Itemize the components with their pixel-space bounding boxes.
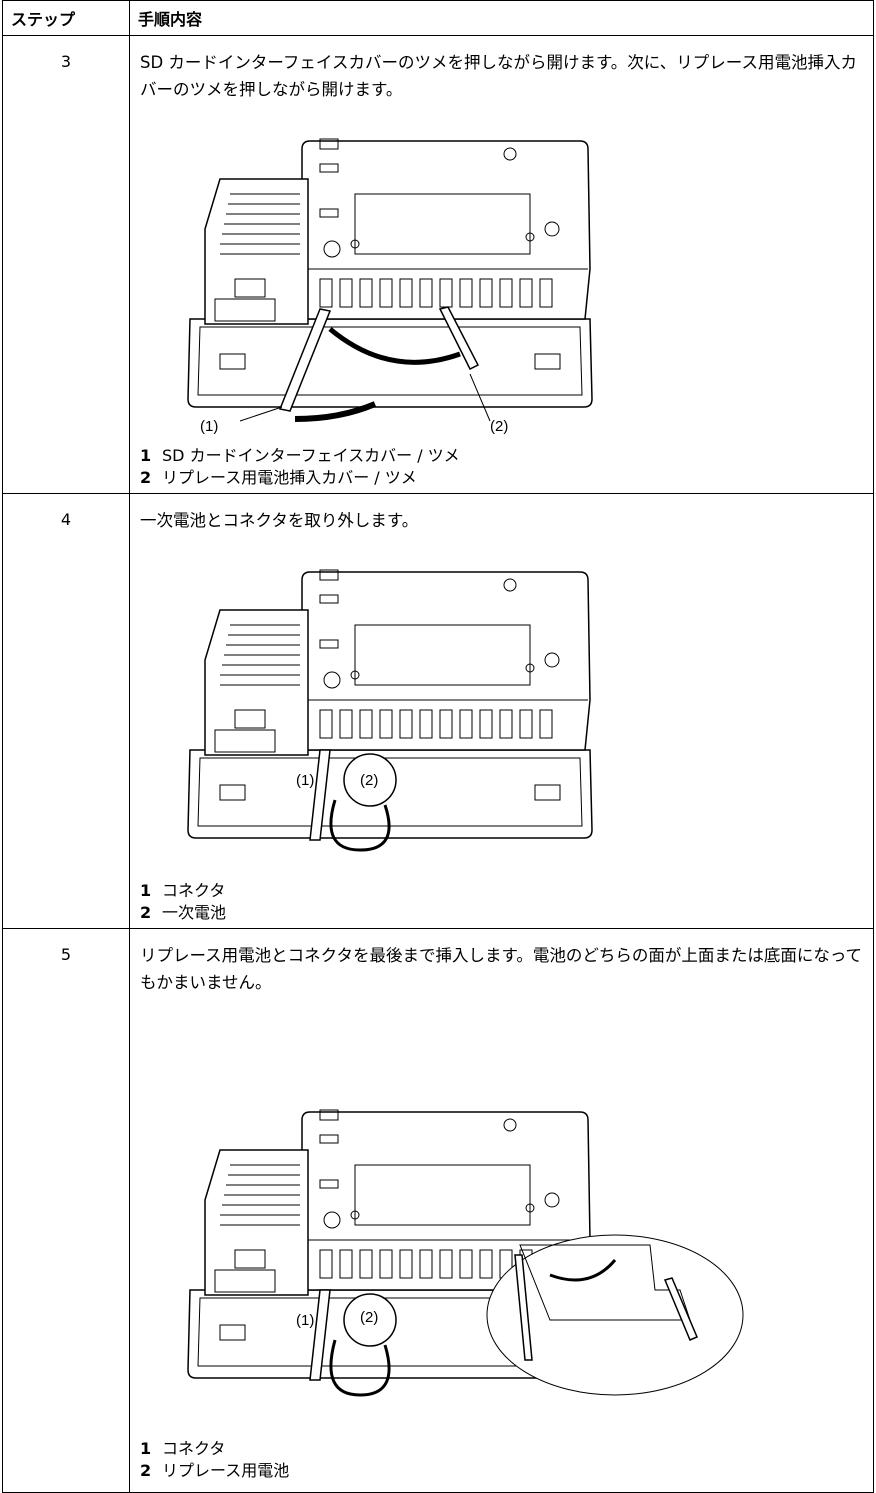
callout: (1) [200, 418, 218, 435]
header-row: ステップ 手順内容 [2, 0, 874, 36]
legend-number: 1 [140, 446, 152, 465]
legend-item: 2 リプレース用電池 [140, 1460, 863, 1482]
callout: (1) [296, 1312, 314, 1329]
step-content: リプレース用電池とコネクタを最後まで挿入します。電池のどちらの面が上面または底面… [129, 928, 874, 1493]
step-number: 4 [2, 493, 130, 929]
legend: 1 コネクタ 2 リプレース用電池 [140, 1438, 863, 1482]
illustration: (1) (2) [187, 569, 593, 852]
instruction: 一次電池とコネクタを取り外します。 [140, 511, 419, 530]
illustration: (1) (2) [187, 138, 593, 435]
legend-label: リプレース用電池挿入カバー / ツメ [162, 468, 417, 487]
legend-number: 1 [140, 881, 152, 900]
step-number: 5 [2, 928, 130, 1493]
callout: (2) [490, 418, 508, 435]
step-content: 一次電池とコネクタを取り外します。 (1) (2) 1 コネクタ 2 一次電池 [129, 493, 874, 929]
legend-item: 1 コネクタ [140, 880, 863, 902]
legend-number: 1 [140, 1439, 152, 1458]
legend-item: 2 リプレース用電池挿入カバー / ツメ [140, 467, 863, 489]
legend-item: 1 コネクタ [140, 1438, 863, 1460]
legend: 1 SD カードインターフェイスカバー / ツメ 2 リプレース用電池挿入カバー /… [140, 445, 863, 489]
legend-number: 2 [140, 468, 152, 487]
step-row: 5 リプレース用電池とコネクタを最後まで挿入します。電池のどちらの面が上面または… [2, 928, 874, 1493]
legend-label: SD カードインターフェイスカバー / ツメ [162, 446, 460, 465]
step-content: SD カードインターフェイスカバーのツメを押しながら開けます。次に、リプレース用… [129, 35, 874, 494]
legend-label: リプレース用電池 [162, 1461, 290, 1480]
legend-number: 2 [140, 1461, 152, 1480]
step-row: 4 一次電池とコネクタを取り外します。 (1) (2) 1 コネクタ 2 一次電池 [2, 493, 874, 929]
legend-item: 1 SD カードインターフェイスカバー / ツメ [140, 445, 863, 467]
legend-number: 2 [140, 903, 152, 922]
legend-label: コネクタ [162, 881, 226, 900]
instruction: リプレース用電池とコネクタを最後まで挿入します。電池のどちらの面が上面または底面… [140, 946, 863, 992]
legend: 1 コネクタ 2 一次電池 [140, 880, 863, 924]
callout: (2) [360, 772, 378, 789]
step-number: 3 [2, 35, 130, 494]
legend-label: コネクタ [162, 1439, 226, 1458]
step-row: 3 SD カードインターフェイスカバーのツメを押しながら開けます。次に、リプレー… [2, 35, 874, 494]
header-cell: ステップ [2, 0, 130, 36]
illustration: (1) (2) [187, 1109, 744, 1397]
instruction: SD カードインターフェイスカバーのツメを押しながら開けます。次に、リプレース用… [140, 53, 857, 99]
legend-label: 一次電池 [162, 903, 227, 922]
callout: (2) [360, 1309, 378, 1326]
callout: (1) [296, 772, 314, 789]
legend-item: 2 一次電池 [140, 902, 863, 924]
header-cell: 手順内容 [129, 0, 874, 36]
